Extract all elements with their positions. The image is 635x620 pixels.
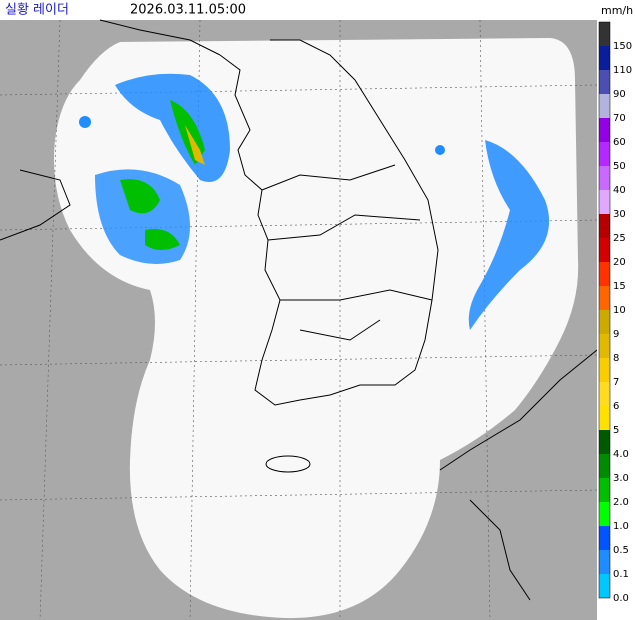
- legend-swatch: [599, 550, 610, 574]
- radar-coverage: [54, 38, 579, 619]
- legend-label: 15: [613, 281, 626, 292]
- legend-swatch: [599, 142, 610, 166]
- legend-swatch: [599, 430, 610, 454]
- legend-swatch: [599, 334, 610, 358]
- legend-swatch: [599, 94, 610, 118]
- legend-label: 0.5: [613, 545, 629, 556]
- legend-label: 2.0: [613, 497, 629, 508]
- legend-label: 6: [613, 401, 619, 412]
- legend-label: 25: [613, 233, 626, 244]
- legend-label: 60: [613, 137, 626, 148]
- peninsula-coast: [219, 39, 439, 406]
- legend-label: 1.0: [613, 521, 629, 532]
- legend-swatch: [599, 118, 610, 142]
- legend-swatch: [599, 478, 610, 502]
- legend-swatch: [599, 286, 610, 310]
- legend-swatch: [599, 502, 610, 526]
- legend-swatch: [599, 22, 610, 46]
- legend-swatch: [599, 214, 610, 238]
- legend-swatch: [599, 574, 610, 598]
- legend-swatch: [599, 238, 610, 262]
- legend-label: 110: [613, 65, 632, 76]
- china-coast: [0, 19, 221, 241]
- rain-echoes: [79, 73, 550, 330]
- legend-label: 3.0: [613, 473, 629, 484]
- legend-swatch: [599, 262, 610, 286]
- map: [0, 19, 598, 620]
- region-borders: [261, 164, 433, 341]
- header-bar: [0, 0, 635, 20]
- legend-label: 7: [613, 377, 619, 388]
- legend-label: 30: [613, 209, 626, 220]
- legend-label: 40: [613, 185, 626, 196]
- legend-label: 9: [613, 329, 619, 340]
- legend-frame: [598, 21, 611, 599]
- unit: mm/h: [601, 4, 633, 17]
- legend-swatch: [599, 406, 610, 430]
- legend-label: 8: [613, 353, 619, 364]
- legend-swatch: [599, 382, 610, 406]
- legend-swatch: [599, 190, 610, 214]
- legend-label: 150: [613, 41, 632, 52]
- legend-label: 50: [613, 161, 626, 172]
- title: 실황 레이더: [5, 3, 69, 18]
- legend: 150 110 90 70 60 50 40 30 25 20 15 10 9 8 7 6 5 4.0 3.0 2.0…: [598, 21, 632, 604]
- legend-label: 20: [613, 257, 626, 268]
- legend-swatch: [599, 46, 610, 70]
- timestamp: 2026.03.11.05:00: [130, 3, 246, 18]
- legend-swatch: [599, 70, 610, 94]
- legend-swatch: [599, 358, 610, 382]
- legend-label: 0.1: [613, 569, 629, 580]
- legend-swatch: [599, 166, 610, 190]
- legend-label: 10: [613, 305, 626, 316]
- japan-coast: [439, 349, 598, 601]
- legend-label: 5: [613, 425, 619, 436]
- legend-label: 70: [613, 113, 626, 124]
- jeju-island: [265, 455, 311, 473]
- legend-label: 0.0: [613, 593, 629, 604]
- legend-label: 4.0: [613, 449, 629, 460]
- legend-swatch: [599, 310, 610, 334]
- legend-swatch: [599, 526, 610, 550]
- legend-label: 90: [613, 89, 626, 100]
- legend-swatch: [599, 454, 610, 478]
